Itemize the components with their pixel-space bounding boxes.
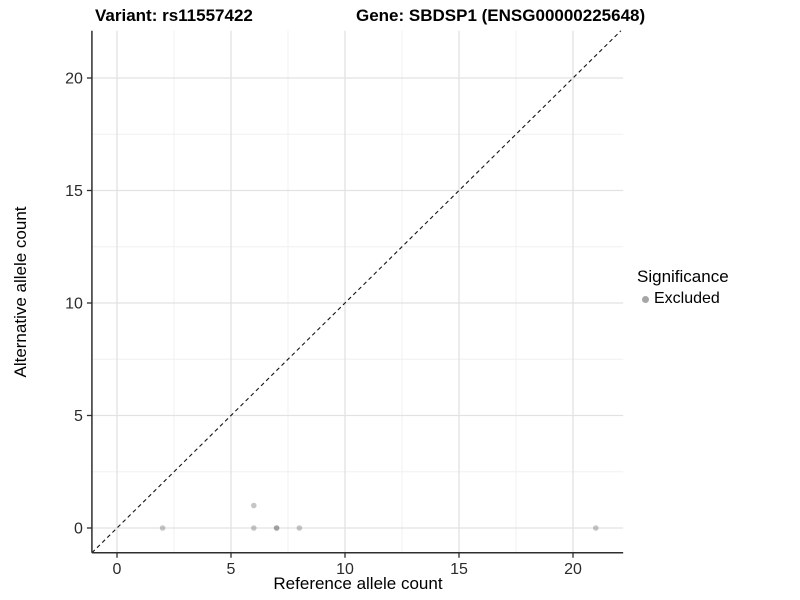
y-axis-label: Alternative allele count	[11, 206, 30, 378]
y-tick-label: 0	[74, 521, 83, 538]
x-tick-label: 5	[227, 561, 236, 578]
legend-item-label: Excluded	[654, 290, 720, 307]
data-point	[159, 525, 166, 531]
x-tick-label: 0	[113, 561, 122, 578]
legend-key-dot	[642, 295, 649, 303]
data-point	[296, 525, 303, 531]
axis-lines	[91, 30, 624, 554]
plot-title-variant: Variant: rs11557422	[95, 6, 253, 25]
points-layer	[159, 502, 599, 531]
legend: Significance Excluded	[637, 267, 729, 308]
legend-item-excluded: Excluded	[642, 290, 729, 308]
x-tick-label: 10	[336, 561, 354, 578]
tick-labels: 0 5 10 15 20 0 5 10 15 20	[65, 71, 582, 578]
data-point	[273, 525, 280, 531]
tick-marks	[86, 77, 574, 558]
y-tick-label: 15	[65, 183, 83, 200]
data-point	[251, 502, 257, 509]
identity-line	[91, 30, 622, 554]
data-point	[273, 525, 280, 531]
data-point	[593, 525, 599, 531]
x-axis-label: Reference allele count	[273, 574, 443, 593]
grid-major	[91, 30, 624, 553]
data-point	[251, 525, 257, 531]
x-tick-label: 15	[450, 561, 468, 578]
grid-minor	[91, 30, 624, 553]
y-tick-label: 5	[74, 408, 83, 425]
y-tick-label: 20	[65, 71, 83, 88]
x-tick-label: 20	[564, 561, 582, 578]
plot-title-gene: Gene: SBDSP1 (ENSG00000225648)	[356, 6, 646, 25]
y-tick-label: 10	[65, 296, 83, 313]
legend-title: Significance	[637, 267, 729, 286]
